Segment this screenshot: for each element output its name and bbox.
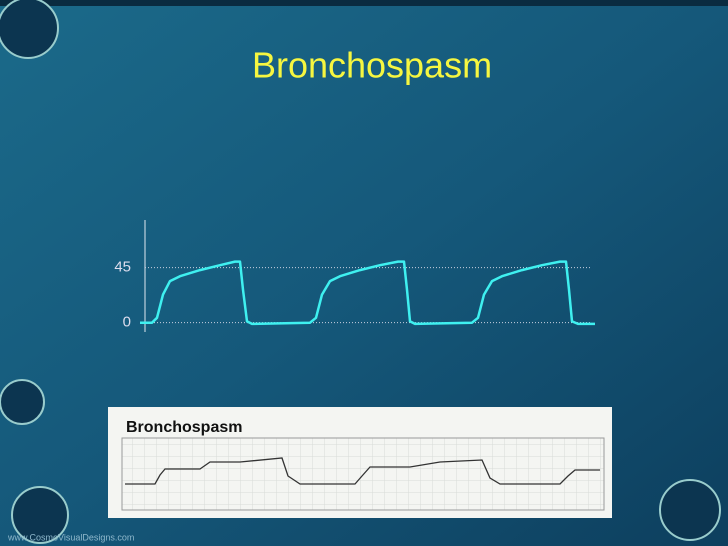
- inset-trace: [125, 457, 600, 485]
- decor-ball: [0, 0, 59, 59]
- top-band: [0, 0, 728, 6]
- y-tick-label: 45: [114, 259, 131, 276]
- inset-label: Bronchospasm: [126, 419, 242, 436]
- footer: www.CosmoVisualDesigns.com: [7, 532, 134, 542]
- decor-ball: [0, 379, 45, 425]
- y-tick-label: 0: [123, 314, 131, 331]
- decor-ball: [11, 486, 69, 544]
- slide-title: Bronchospasm: [252, 45, 492, 86]
- waveform: [140, 260, 595, 326]
- decor-ball: [659, 479, 721, 541]
- plot: 0 45: [114, 259, 595, 331]
